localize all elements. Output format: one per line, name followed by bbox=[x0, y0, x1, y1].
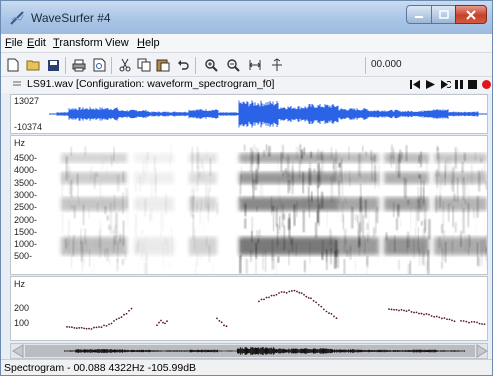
spectrogram-tick: 3500- bbox=[14, 177, 38, 188]
zoom-out-icon bbox=[227, 59, 240, 72]
window-title: WaveSurfer #4 bbox=[31, 11, 111, 25]
pitch-plot bbox=[66, 289, 486, 330]
toolbar: 00.000 bbox=[1, 52, 492, 77]
menu-edit[interactable]: Edit bbox=[27, 37, 46, 49]
sound-title: LS91.wav [Configuration: waveform_spectr… bbox=[27, 78, 275, 90]
toolbar-separator bbox=[111, 57, 112, 74]
maximize-button[interactable] bbox=[431, 5, 456, 24]
menu-file[interactable]: File bbox=[5, 37, 23, 49]
toolbar-separator bbox=[365, 57, 366, 74]
scroll-left-arrow-icon bbox=[12, 344, 24, 358]
pause-icon[interactable] bbox=[454, 79, 465, 90]
zoom-fit-button[interactable] bbox=[247, 57, 263, 73]
close-button[interactable] bbox=[455, 5, 487, 24]
spectrogram-tick: 4500- bbox=[14, 153, 38, 163]
menu-view[interactable]: View bbox=[105, 37, 129, 49]
zoom-out-button[interactable] bbox=[225, 57, 241, 73]
spectrogram-image bbox=[61, 144, 487, 274]
cut-icon bbox=[119, 58, 131, 72]
play-loop-icon[interactable] bbox=[440, 79, 451, 90]
pitch-contour bbox=[66, 289, 486, 330]
pitch-tick-200: 200 bbox=[14, 303, 30, 313]
print-preview-button[interactable] bbox=[91, 57, 107, 73]
toolbar-separator bbox=[195, 57, 196, 74]
new-file-icon bbox=[7, 58, 19, 72]
minimize-button[interactable] bbox=[406, 5, 432, 24]
overview-scrollbar[interactable] bbox=[10, 343, 488, 359]
collapse-icon[interactable] bbox=[12, 81, 22, 89]
record-icon[interactable] bbox=[481, 79, 492, 90]
zoom-in-button[interactable] bbox=[203, 57, 219, 73]
close-icon bbox=[466, 9, 476, 20]
spectrogram-pane[interactable]: Hz 4500- 4000- 3500- 3000- 2500- 2000- 1500- 10… bbox=[10, 135, 488, 275]
sound-header: LS91.wav [Configuration: waveform_spectr… bbox=[1, 77, 492, 93]
open-button[interactable] bbox=[25, 57, 41, 73]
menu-help[interactable]: Help bbox=[137, 37, 160, 49]
spectrogram-tick: 1000- bbox=[14, 239, 38, 250]
save-icon bbox=[47, 59, 59, 71]
pitch-tick-100: 100 bbox=[14, 318, 30, 328]
undo-icon bbox=[178, 60, 189, 70]
waveform-max-label: 13027 bbox=[14, 96, 40, 106]
copy-button[interactable] bbox=[136, 57, 152, 73]
overview-waveform bbox=[64, 347, 466, 355]
scroll-right-arrow-icon bbox=[476, 344, 488, 358]
stop-icon[interactable] bbox=[467, 79, 478, 90]
spectrogram-tick: 500- bbox=[14, 251, 33, 262]
rewind-icon[interactable] bbox=[410, 79, 421, 90]
spectrogram-tick: 3000- bbox=[14, 189, 38, 200]
spectrogram-tick: 4000- bbox=[14, 165, 38, 176]
copy-icon bbox=[137, 58, 151, 72]
pitch-pane[interactable]: Hz 200 100 bbox=[10, 276, 488, 341]
maximize-icon bbox=[438, 10, 449, 19]
zoom-in-icon bbox=[205, 59, 218, 72]
menu-transform[interactable]: Transform bbox=[53, 37, 103, 49]
open-folder-icon bbox=[26, 60, 39, 71]
play-icon[interactable] bbox=[425, 79, 436, 90]
spectrogram-tick: 1500- bbox=[14, 226, 38, 237]
paste-icon bbox=[156, 59, 170, 72]
scrollbar-track bbox=[12, 344, 488, 358]
paste-button[interactable] bbox=[155, 57, 171, 73]
zoom-selection-icon bbox=[272, 58, 282, 71]
undo-button[interactable] bbox=[175, 57, 191, 73]
spectrogram-plot bbox=[61, 144, 487, 274]
status-text: Spectrogram - 00.088 4322Hz -105.99dB bbox=[4, 362, 197, 374]
zoom-fit-icon bbox=[249, 60, 261, 70]
menu-bar: File Edit Transform View Help bbox=[1, 34, 492, 52]
title-bar[interactable]: WaveSurfer #4 bbox=[1, 1, 492, 34]
minimize-icon bbox=[415, 15, 423, 18]
wavesurfer-app-icon bbox=[10, 11, 24, 25]
print-button[interactable] bbox=[71, 57, 87, 73]
time-readout: 00.000 bbox=[371, 59, 402, 70]
waveform-pane[interactable]: 13027 -10374 bbox=[10, 94, 488, 134]
print-preview-icon bbox=[93, 58, 105, 72]
spectrogram-tick: 2500- bbox=[14, 202, 38, 213]
waveform-signal bbox=[49, 100, 487, 128]
spectrogram-unit-label: Hz bbox=[14, 138, 25, 148]
zoom-selection-button[interactable] bbox=[269, 57, 285, 73]
pitch-unit-label: Hz bbox=[14, 279, 25, 289]
print-icon bbox=[72, 59, 86, 71]
waveform-plot bbox=[49, 100, 487, 128]
save-button[interactable] bbox=[45, 57, 61, 73]
new-button[interactable] bbox=[5, 57, 21, 73]
spectrogram-tick: 2000- bbox=[14, 214, 38, 225]
status-bar: Spectrogram - 00.088 4322Hz -105.99dB bbox=[1, 359, 492, 375]
waveform-min-label: -10374 bbox=[14, 122, 43, 132]
toolbar-separator bbox=[65, 57, 66, 74]
cut-button[interactable] bbox=[117, 57, 133, 73]
